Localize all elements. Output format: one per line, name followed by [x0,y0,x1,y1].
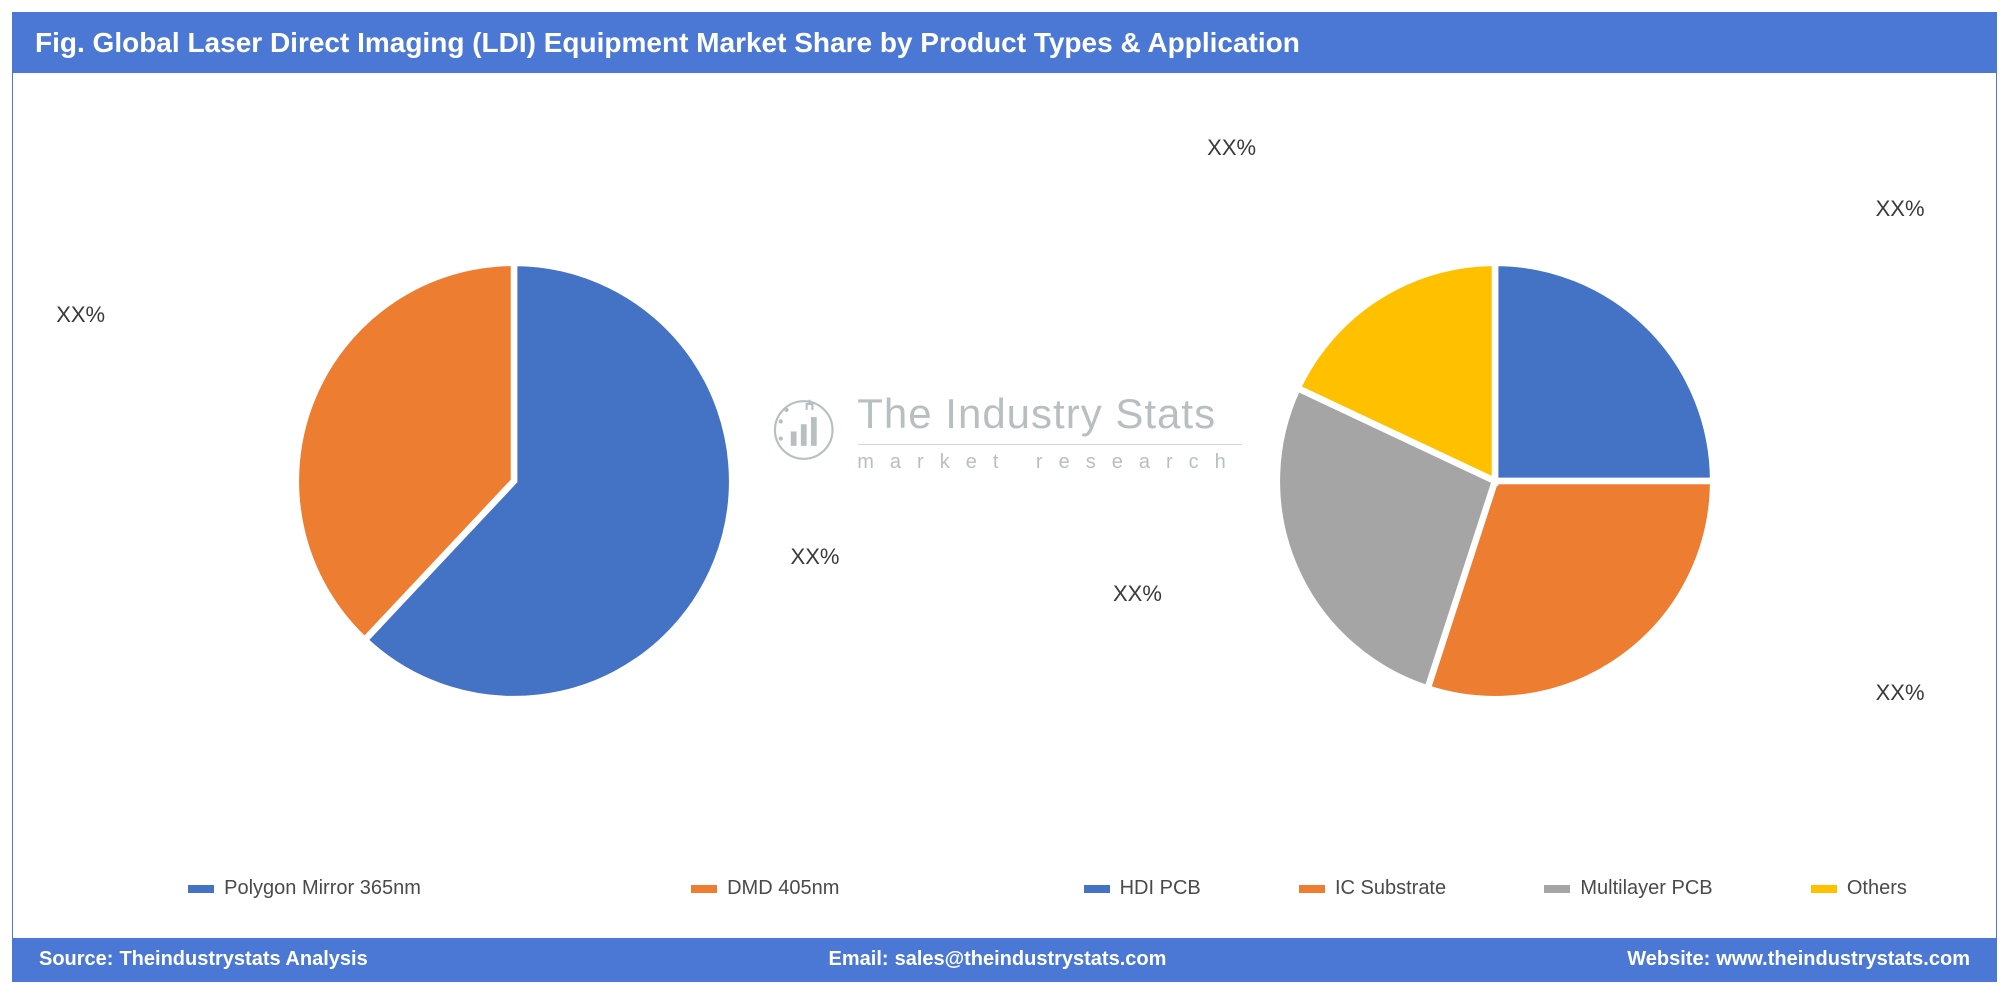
legend-swatch [1299,885,1325,893]
slice-data-label: XX% [791,544,840,570]
legend-swatch [1811,885,1837,893]
footer-email-label: Email: [829,948,889,971]
footer-email: Email: sales@theindustrystats.com [829,948,1167,971]
pie-wrap-left: XX% XX% [43,103,985,859]
chart-panel-application: XX% XX% XX% XX% HDI PCB IC Substrate Multilay… [1025,103,1967,918]
legend-label: Polygon Mirror 365nm [224,877,421,900]
legend-item: Others [1811,877,1907,900]
legend-label: DMD 405nm [727,877,839,900]
figure-title: Fig. Global Laser Direct Imaging (LDI) E… [35,27,1300,58]
legend-application: HDI PCB IC Substrate Multilayer PCB Others [1025,859,1967,918]
pie-chart-application [1255,241,1735,721]
figure-container: Fig. Global Laser Direct Imaging (LDI) E… [12,12,1997,982]
pie-wrap-right: XX% XX% XX% XX% [1025,103,1967,859]
chart-panel-product-types: XX% XX% Polygon Mirror 365nm DMD 405nm [43,103,985,918]
slice-data-label: XX% [1876,196,1925,222]
slice-data-label: XX% [56,302,105,328]
legend-label: Others [1847,877,1907,900]
footer-email-value: sales@theindustrystats.com [895,948,1167,971]
legend-product-types: Polygon Mirror 365nm DMD 405nm [43,859,985,918]
footer-source-label: Source: [39,948,113,971]
footer-website-label: Website: [1627,948,1710,971]
figure-title-bar: Fig. Global Laser Direct Imaging (LDI) E… [13,13,1996,73]
legend-item: IC Substrate [1299,877,1446,900]
legend-swatch [1084,885,1110,893]
pie-chart-product-types [274,241,754,721]
legend-swatch [691,885,717,893]
footer-website-value: www.theindustrystats.com [1716,948,1970,971]
legend-item: DMD 405nm [691,877,839,900]
legend-item: HDI PCB [1084,877,1201,900]
footer-source: Source: Theindustrystats Analysis [39,948,368,971]
legend-swatch [188,885,214,893]
slice-data-label: XX% [1876,680,1925,706]
footer-website: Website: www.theindustrystats.com [1627,948,1970,971]
charts-area: XX% XX% Polygon Mirror 365nm DMD 405nm XX%… [13,73,1996,928]
legend-swatch [1544,885,1570,893]
legend-item: Multilayer PCB [1544,877,1712,900]
figure-footer-bar: Source: Theindustrystats Analysis Email:… [13,938,1996,981]
pie-slice-application-0 [1495,263,1713,481]
legend-label: HDI PCB [1120,877,1201,900]
legend-item: Polygon Mirror 365nm [188,877,421,900]
legend-label: Multilayer PCB [1580,877,1712,900]
slice-data-label: XX% [1207,135,1256,161]
footer-source-value: Theindustrystats Analysis [119,948,367,971]
legend-label: IC Substrate [1335,877,1446,900]
slice-data-label: XX% [1113,581,1162,607]
